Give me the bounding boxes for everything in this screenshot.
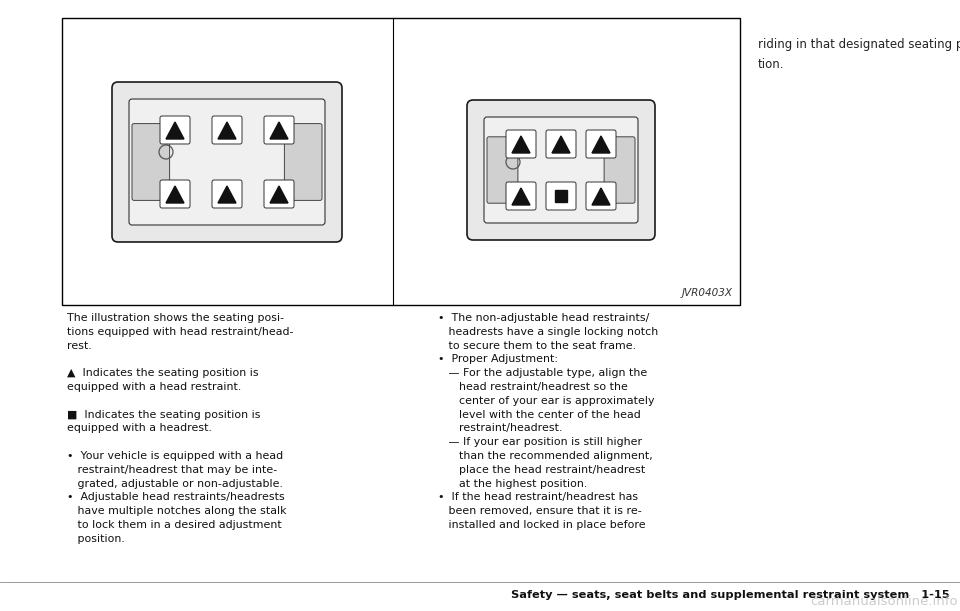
FancyBboxPatch shape	[586, 130, 616, 158]
Text: equipped with a headrest.: equipped with a headrest.	[67, 423, 212, 433]
Text: have multiple notches along the stalk: have multiple notches along the stalk	[67, 506, 286, 516]
Polygon shape	[218, 186, 236, 203]
FancyBboxPatch shape	[586, 182, 616, 210]
Text: than the recommended alignment,: than the recommended alignment,	[438, 451, 653, 461]
FancyBboxPatch shape	[112, 82, 342, 242]
FancyBboxPatch shape	[546, 130, 576, 158]
Text: been removed, ensure that it is re-: been removed, ensure that it is re-	[438, 506, 641, 516]
FancyBboxPatch shape	[132, 123, 170, 200]
Polygon shape	[592, 188, 610, 205]
Text: tions equipped with head restraint/head-: tions equipped with head restraint/head-	[67, 327, 294, 337]
FancyBboxPatch shape	[284, 123, 322, 200]
FancyBboxPatch shape	[212, 180, 242, 208]
Text: •  The non-adjustable head restraints/: • The non-adjustable head restraints/	[438, 313, 649, 323]
Text: to lock them in a desired adjustment: to lock them in a desired adjustment	[67, 520, 281, 530]
Text: level with the center of the head: level with the center of the head	[438, 409, 640, 420]
FancyBboxPatch shape	[129, 99, 325, 225]
Text: rest.: rest.	[67, 340, 92, 351]
Text: — For the adjustable type, align the: — For the adjustable type, align the	[438, 368, 647, 378]
Text: — If your ear position is still higher: — If your ear position is still higher	[438, 437, 642, 447]
Polygon shape	[592, 136, 610, 153]
FancyBboxPatch shape	[487, 137, 517, 203]
FancyBboxPatch shape	[160, 116, 190, 144]
Text: •  Adjustable head restraints/headrests: • Adjustable head restraints/headrests	[67, 492, 285, 502]
Text: restraint/headrest.: restraint/headrest.	[438, 423, 563, 433]
FancyBboxPatch shape	[506, 182, 536, 210]
Polygon shape	[166, 186, 184, 203]
Text: The illustration shows the seating posi-: The illustration shows the seating posi-	[67, 313, 284, 323]
Text: center of your ear is approximately: center of your ear is approximately	[438, 396, 655, 406]
FancyBboxPatch shape	[467, 100, 655, 240]
Text: grated, adjustable or non-adjustable.: grated, adjustable or non-adjustable.	[67, 478, 283, 489]
Text: ■  Indicates the seating position is: ■ Indicates the seating position is	[67, 409, 260, 420]
Text: riding in that designated seating posi-
tion.: riding in that designated seating posi- …	[758, 38, 960, 71]
Text: installed and locked in place before: installed and locked in place before	[438, 520, 646, 530]
Text: head restraint/headrest so the: head restraint/headrest so the	[438, 382, 628, 392]
Polygon shape	[512, 188, 530, 205]
Text: •  If the head restraint/headrest has: • If the head restraint/headrest has	[438, 492, 638, 502]
Polygon shape	[270, 122, 288, 139]
FancyBboxPatch shape	[506, 130, 536, 158]
Text: carmanualsonline.info: carmanualsonline.info	[810, 595, 958, 608]
Polygon shape	[270, 186, 288, 203]
FancyBboxPatch shape	[546, 182, 576, 210]
Text: restraint/headrest that may be inte-: restraint/headrest that may be inte-	[67, 465, 277, 475]
Text: Safety — seats, seat belts and supplemental restraint system   1-15: Safety — seats, seat belts and supplemen…	[512, 590, 950, 600]
Text: to secure them to the seat frame.: to secure them to the seat frame.	[438, 340, 636, 351]
FancyBboxPatch shape	[212, 116, 242, 144]
FancyBboxPatch shape	[160, 180, 190, 208]
Text: •  Your vehicle is equipped with a head: • Your vehicle is equipped with a head	[67, 451, 283, 461]
Text: place the head restraint/headrest: place the head restraint/headrest	[438, 465, 645, 475]
FancyBboxPatch shape	[264, 180, 294, 208]
Polygon shape	[166, 122, 184, 139]
Polygon shape	[512, 136, 530, 153]
Text: headrests have a single locking notch: headrests have a single locking notch	[438, 327, 659, 337]
Text: JVR0403X: JVR0403X	[682, 288, 733, 298]
Text: at the highest position.: at the highest position.	[438, 478, 588, 489]
Text: equipped with a head restraint.: equipped with a head restraint.	[67, 382, 241, 392]
Bar	[62, 18, 740, 305]
Polygon shape	[552, 136, 570, 153]
Text: position.: position.	[67, 534, 125, 544]
Bar	[555, 190, 567, 202]
FancyBboxPatch shape	[604, 137, 635, 203]
FancyBboxPatch shape	[264, 116, 294, 144]
Polygon shape	[218, 122, 236, 139]
Text: •  Proper Adjustment:: • Proper Adjustment:	[438, 354, 558, 364]
FancyBboxPatch shape	[484, 117, 638, 223]
Text: ▲  Indicates the seating position is: ▲ Indicates the seating position is	[67, 368, 258, 378]
